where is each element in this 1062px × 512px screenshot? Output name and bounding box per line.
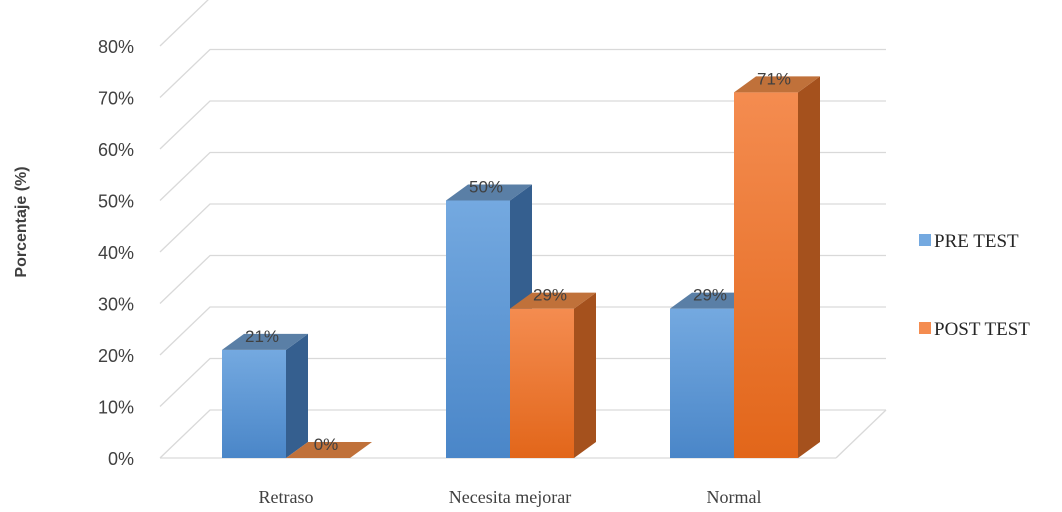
bar-side (574, 292, 596, 458)
data-label: 29% (533, 286, 567, 305)
floor-side-edge (835, 409, 887, 459)
data-label: 0% (314, 435, 339, 454)
gridline (159, 254, 886, 304)
legend-swatch (919, 234, 931, 246)
y-tick-label: 60% (98, 140, 134, 160)
data-label: 29% (693, 286, 727, 305)
gridline (159, 409, 886, 459)
gridline (159, 48, 886, 98)
data-label: 50% (469, 178, 503, 197)
bar-front (670, 308, 734, 458)
bar-top (446, 184, 532, 201)
gridline (159, 151, 886, 201)
data-labels: 21% 0% 50% 29% 29% 71% (245, 69, 791, 454)
gridline (159, 357, 886, 407)
y-tick-label: 40% (98, 243, 134, 263)
bars (222, 76, 820, 458)
bar-front (446, 200, 510, 458)
y-tick-label: 0% (108, 449, 134, 469)
x-category-label: Necesita mejorar (449, 487, 571, 507)
legend: PRE TEST POST TEST (919, 231, 1030, 340)
y-tick-label: 20% (98, 346, 134, 366)
legend-swatch (919, 322, 931, 334)
bar-front (222, 349, 286, 458)
bar-front (734, 92, 798, 458)
y-axis-ticks: 0% 10% 20% 30% 40% 50% 60% 70% 80% (98, 37, 134, 469)
gridline (159, 0, 209, 47)
gridline (159, 306, 886, 356)
data-label: 21% (245, 327, 279, 346)
bar-front (510, 308, 574, 458)
bar-top (510, 292, 596, 309)
bar-top (734, 76, 820, 93)
data-label: 71% (757, 69, 791, 88)
y-tick-label: 10% (98, 398, 134, 418)
x-axis-categories: Retraso Necesita mejorar Normal (259, 487, 762, 507)
y-tick-label: 50% (98, 192, 134, 212)
x-category-label: Retraso (259, 487, 314, 507)
gridline (159, 203, 886, 253)
y-tick-label: 80% (98, 37, 134, 57)
bar-top (222, 333, 308, 350)
y-tick-label: 30% (98, 295, 134, 315)
bar-top (286, 442, 372, 458)
y-tick-label: 70% (98, 89, 134, 109)
x-category-label: Normal (707, 487, 762, 507)
bar-side (798, 76, 820, 458)
gridline (159, 100, 886, 150)
y-axis-title: Porcentaje (%) (13, 166, 30, 277)
legend-label: PRE TEST (934, 231, 1019, 252)
legend-label: POST TEST (934, 319, 1030, 340)
bar-side (286, 333, 308, 458)
